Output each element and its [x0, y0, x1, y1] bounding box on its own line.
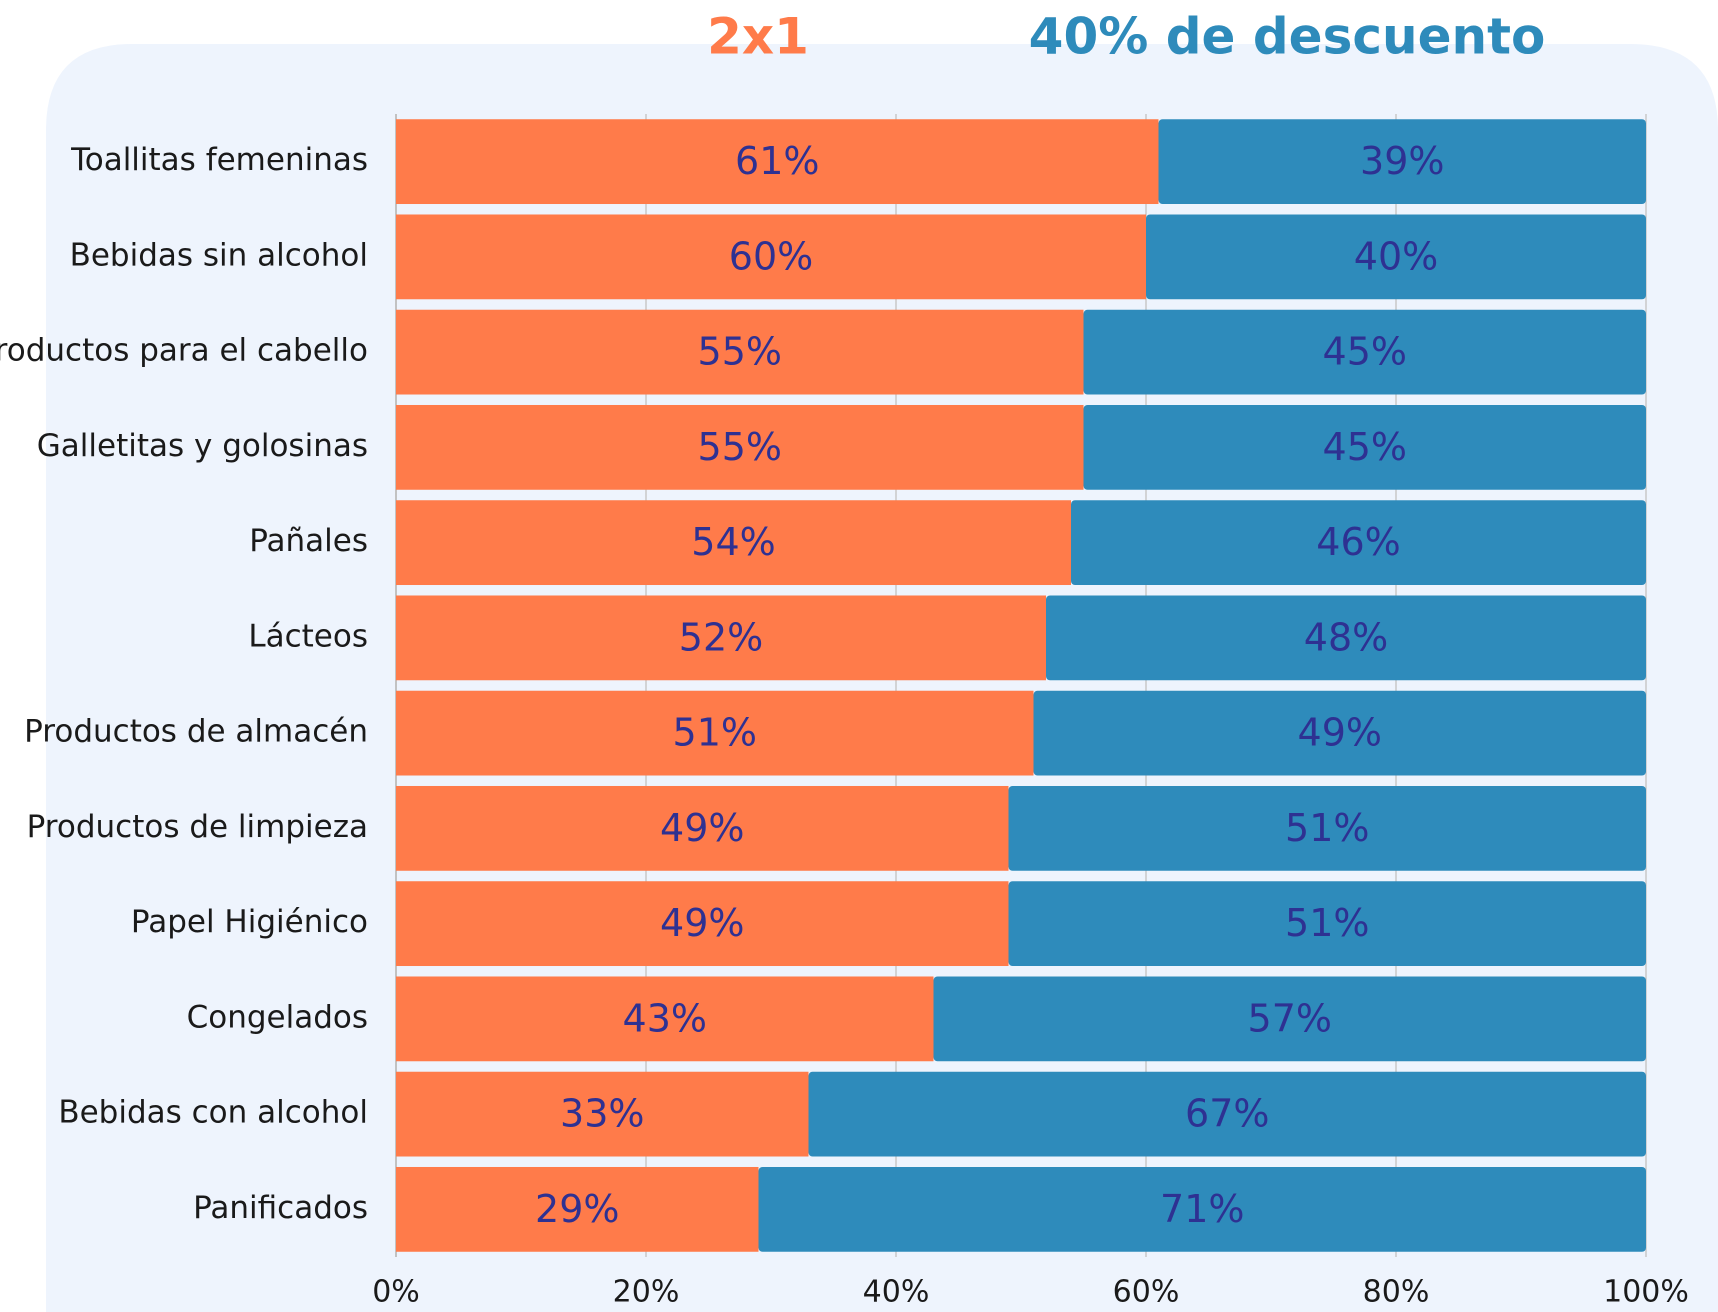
x-tick-label: 40% [863, 1275, 930, 1310]
bar-segment [1033, 690, 1646, 776]
value-label: 45% [1323, 330, 1407, 374]
bar-segment [1008, 785, 1646, 871]
y-tick-label: Productos para el cabello [0, 333, 368, 369]
legend-label: 40% de descuento [1029, 8, 1546, 66]
value-label: 48% [1304, 615, 1388, 659]
value-label: 51% [673, 711, 757, 755]
value-label: 49% [1298, 711, 1382, 755]
bar-segment [396, 119, 1159, 205]
bar-segment [396, 595, 1046, 681]
bar-segment [1158, 119, 1646, 205]
value-label: 57% [1248, 996, 1332, 1040]
y-tick-label: Lácteos [248, 618, 368, 654]
value-label: 60% [729, 234, 813, 278]
value-label: 33% [560, 1092, 644, 1136]
bar-segment [396, 690, 1034, 776]
value-label: 49% [660, 901, 744, 945]
value-label: 71% [1160, 1187, 1244, 1231]
bar-segment [808, 1071, 1646, 1157]
y-tick-label: Productos de almacén [24, 714, 368, 750]
bar-segment [396, 1166, 759, 1252]
value-label: 43% [623, 996, 707, 1040]
value-label: 40% [1354, 234, 1438, 278]
value-label: 54% [691, 520, 775, 564]
bar-segment [1146, 214, 1646, 300]
bar-segment [396, 785, 1009, 871]
value-label: 51% [1285, 901, 1369, 945]
bar-segment [1046, 595, 1646, 681]
bar-segment [933, 976, 1646, 1062]
value-label: 51% [1285, 806, 1369, 850]
legend-label: 2x1 [707, 8, 809, 66]
bar-segment [1083, 404, 1646, 490]
value-label: 55% [698, 425, 782, 469]
bar-segment [396, 881, 1009, 967]
bar-segment [1071, 500, 1646, 586]
value-label: 45% [1323, 425, 1407, 469]
bar-segment [396, 404, 1084, 490]
y-tick-label: Pañales [249, 523, 368, 559]
bar-segment [396, 500, 1071, 586]
value-label: 55% [698, 330, 782, 374]
bar-segment [1008, 881, 1646, 967]
y-tick-label: Congelados [187, 999, 368, 1035]
bar-segment [396, 309, 1084, 395]
x-tick-label: 100% [1603, 1275, 1689, 1310]
y-tick-label: Productos de limpieza [27, 809, 368, 845]
value-label: 52% [679, 615, 763, 659]
bar-segment [396, 1071, 809, 1157]
value-label: 49% [660, 806, 744, 850]
y-tick-label: Toallitas femeninas [70, 142, 368, 178]
bar-segment [396, 976, 934, 1062]
y-tick-label: Papel Higiénico [131, 904, 368, 940]
y-tick-label: Panificados [193, 1190, 368, 1226]
y-tick-label: Galletitas y golosinas [37, 428, 368, 464]
y-tick-label: Bebidas con alcohol [58, 1095, 368, 1131]
value-label: 61% [735, 139, 819, 183]
value-label: 67% [1185, 1092, 1269, 1136]
bar-segment [396, 214, 1146, 300]
bar-segment [758, 1166, 1646, 1252]
x-tick-label: 80% [1363, 1275, 1430, 1310]
bar-segment [1083, 309, 1646, 395]
value-label: 46% [1316, 520, 1400, 564]
y-tick-label: Bebidas sin alcohol [70, 237, 368, 273]
x-tick-label: 0% [372, 1275, 420, 1310]
x-tick-label: 20% [613, 1275, 680, 1310]
value-label: 29% [535, 1187, 619, 1231]
x-tick-label: 60% [1113, 1275, 1180, 1310]
value-label: 39% [1360, 139, 1444, 183]
